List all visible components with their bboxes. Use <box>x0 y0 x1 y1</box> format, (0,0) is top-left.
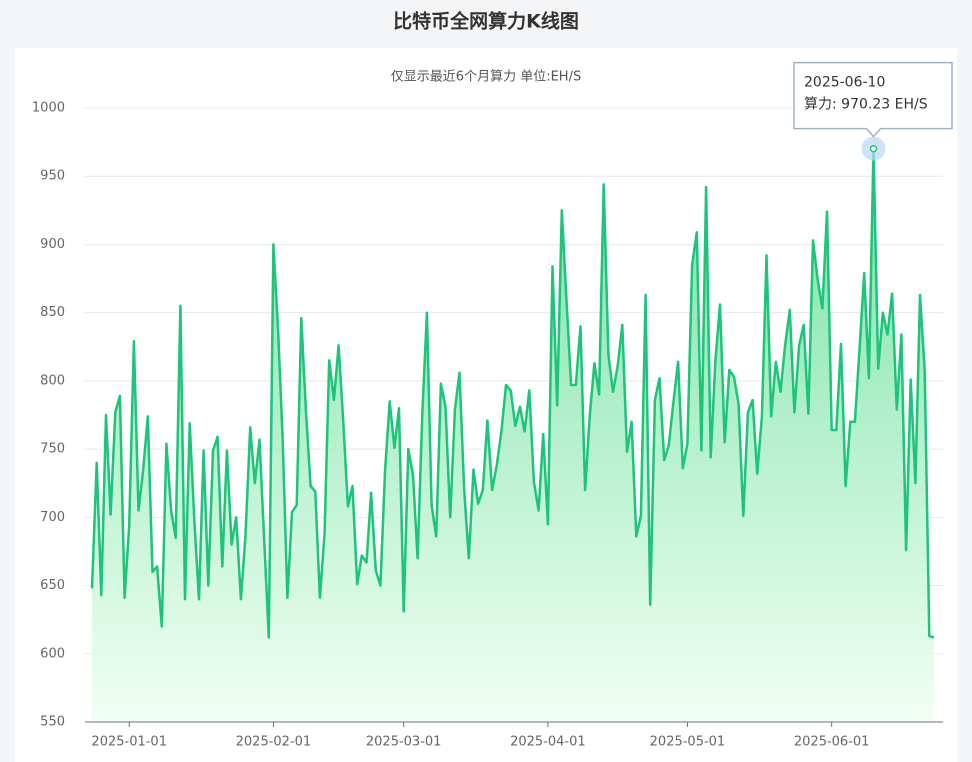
x-tick-label: 2025-06-01 <box>794 735 870 750</box>
y-tick-label: 950 <box>40 169 65 184</box>
y-tick-label: 700 <box>40 510 65 525</box>
x-tick-label: 2025-03-01 <box>366 735 442 750</box>
y-tick-label: 800 <box>40 373 65 388</box>
y-tick-label: 1000 <box>32 101 65 116</box>
plot: 550 600 650 700 750 800 850 900 950 1000 2025-01-0… <box>32 61 953 750</box>
y-tick-label: 600 <box>40 646 65 661</box>
y-tick-label: 650 <box>40 578 65 593</box>
y-tick-label: 750 <box>40 442 65 457</box>
x-tick-label: 2025-04-01 <box>510 735 586 750</box>
x-tick-label: 2025-02-01 <box>236 735 312 750</box>
x-tick-label: 2025-05-01 <box>650 735 726 750</box>
hover-point <box>869 144 878 153</box>
chart-subtitle: 仅显示最近6个月算力 单位:EH/S <box>391 70 581 85</box>
y-tick-label: 900 <box>40 237 65 252</box>
tooltip-value: 算力: 970.23 EH/S <box>804 97 928 113</box>
tooltip-box <box>793 61 953 138</box>
y-tick-label: 550 <box>40 715 65 730</box>
area <box>92 148 934 723</box>
x-tick-label: 2025-01-01 <box>91 735 167 750</box>
y-tick-label: 850 <box>40 305 65 320</box>
line <box>90 147 935 639</box>
chart-title: 比特币全网算力K线图 <box>393 10 579 33</box>
tooltip-date: 2025-06-10 <box>804 75 885 91</box>
